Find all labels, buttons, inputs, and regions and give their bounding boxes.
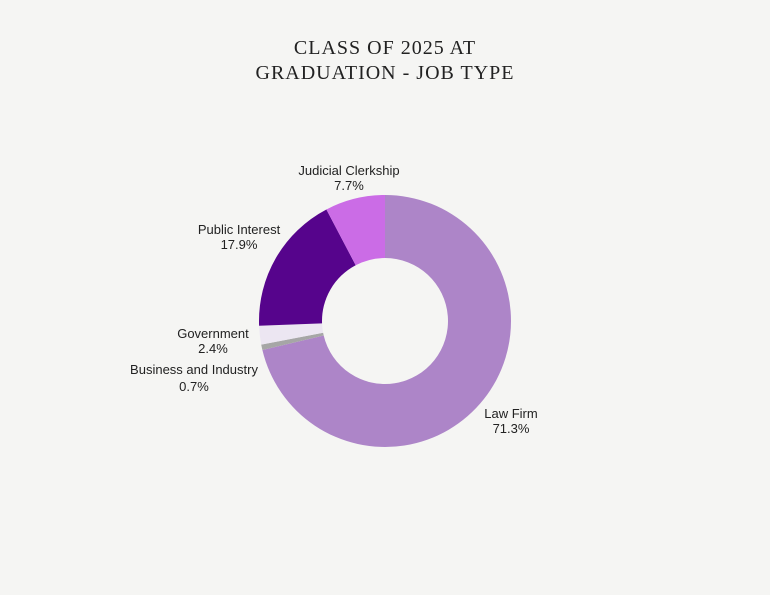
chart-title-line-2: GRADUATION - JOB TYPE	[255, 62, 515, 84]
slice-label-public-interest: Public Interest	[198, 222, 281, 237]
slice-judicial-clerkship	[326, 195, 385, 266]
slice-value-judicial-clerkship: 7.7%	[334, 178, 364, 193]
slice-label-business-and-industry: Business and Industry	[130, 362, 258, 377]
slice-label-law-firm: Law Firm	[484, 406, 537, 421]
chart-title-line-1: CLASS OF 2025 AT	[293, 37, 477, 59]
slice-law-firm	[262, 195, 512, 447]
slice-value-law-firm: 71.3%	[493, 421, 530, 436]
slice-value-public-interest: 17.9%	[221, 237, 258, 252]
slice-label-judicial-clerkship: Judicial Clerkship	[298, 163, 399, 178]
chart-title: CLASS OF 2025 AT GRADUATION - JOB TYPE	[0, 36, 770, 86]
slices-group	[259, 195, 512, 447]
slice-label-government: Government	[177, 326, 249, 341]
slice-value-government: 2.4%	[198, 341, 228, 356]
slice-public-interest	[259, 209, 356, 326]
slice-government	[259, 323, 324, 345]
slice-value-business-and-industry: 0.7%	[179, 379, 209, 394]
slice-business-and-industry	[261, 332, 324, 351]
